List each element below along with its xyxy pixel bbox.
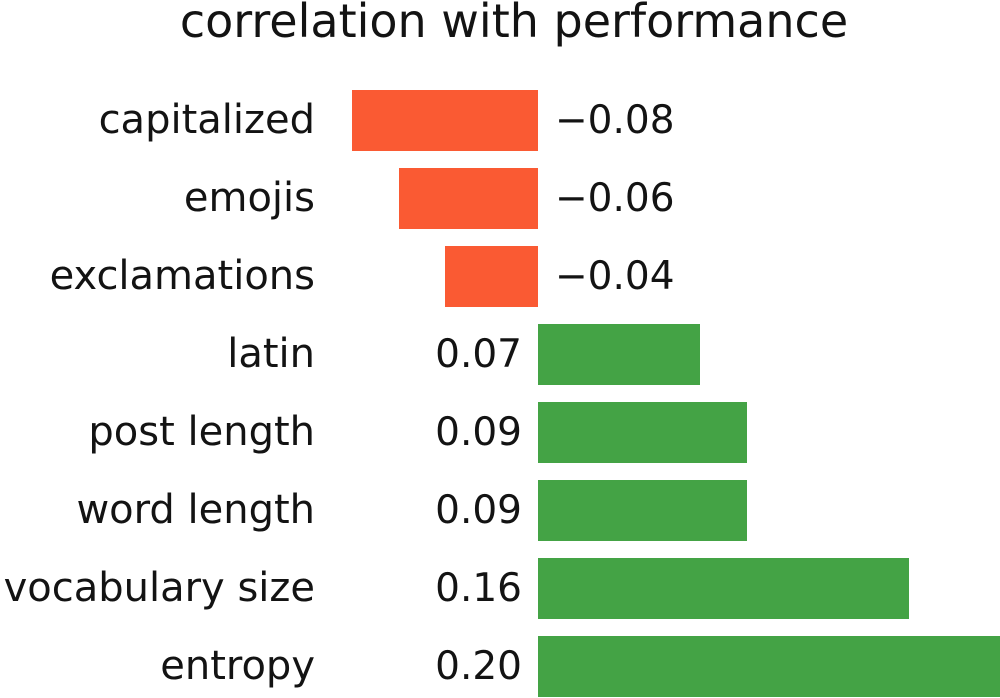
value-label-emojis: −0.06	[555, 176, 675, 221]
bar-entropy	[538, 636, 1000, 697]
value-label-post-length: 0.09	[435, 410, 522, 455]
value-label-word-length: 0.09	[435, 488, 522, 533]
category-label-latin: latin	[227, 331, 315, 377]
value-label-entropy: 0.20	[435, 644, 522, 689]
category-label-exclamations: exclamations	[49, 253, 315, 299]
bar-exclamations	[445, 246, 538, 307]
category-label-capitalized: capitalized	[98, 97, 315, 143]
category-label-entropy: entropy	[160, 643, 315, 689]
value-label-vocabulary-size: 0.16	[435, 566, 522, 611]
bar-latin	[538, 324, 701, 385]
bar-post-length	[538, 402, 747, 463]
category-label-emojis: emojis	[183, 175, 315, 221]
value-label-exclamations: −0.04	[555, 254, 675, 299]
bar-vocabulary-size	[538, 558, 910, 619]
category-label-vocabulary-size: vocabulary size	[3, 565, 315, 611]
bar-word-length	[538, 480, 747, 541]
bar-capitalized	[352, 90, 538, 151]
value-label-capitalized: −0.08	[555, 98, 675, 143]
category-label-word-length: word length	[76, 487, 315, 533]
value-label-latin: 0.07	[435, 332, 522, 377]
chart-title: correlation with performance	[179, 0, 849, 48]
bar-emojis	[398, 168, 538, 229]
category-label-post-length: post length	[88, 409, 315, 455]
